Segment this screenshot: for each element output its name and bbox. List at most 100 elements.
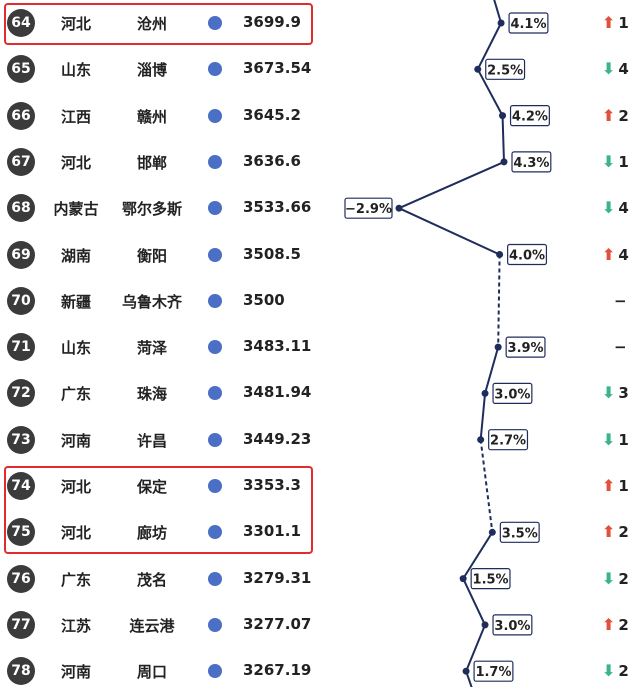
table-row: 71 山东 菏泽 3483.11 − [0, 326, 640, 372]
gdp-value: 3645.2 [243, 105, 301, 124]
rank-badge: 67 [7, 147, 35, 176]
gdp-value: 3673.54 [243, 59, 312, 78]
gdp-marker-dot [208, 201, 222, 216]
growth-point [474, 65, 482, 73]
province-label: 江西 [60, 107, 91, 126]
city-label: 邯郸 [136, 153, 167, 172]
province-label: 河北 [60, 15, 91, 33]
growth-line-segment [465, 670, 473, 687]
rank-change: − [614, 291, 640, 311]
rank-badge: 65 [7, 55, 35, 84]
gdp-marker-dot [208, 432, 222, 447]
gdp-marker-dot [208, 16, 222, 30]
arrow-up-icon: ⬆ [602, 105, 616, 125]
growth-label: 2.5% [485, 58, 526, 80]
rank-change-value: 2 [618, 662, 629, 681]
growth-line-segment [484, 346, 500, 394]
rank-change-value: 2 [618, 569, 629, 588]
growth-label-box [499, 521, 540, 543]
arrow-down-icon: ⬇ [602, 198, 616, 218]
gdp-value: 3301.1 [243, 522, 301, 541]
table-row: 67 河北 邯郸 3636.6 ⬇ 1 [0, 141, 640, 187]
growth-point [459, 575, 467, 583]
growth-label-box [509, 104, 550, 127]
gdp-marker-dot [208, 340, 222, 355]
gdp-value: 3279.31 [243, 568, 312, 587]
rank-badge: 71 [7, 333, 35, 362]
table-row: 74 河北 保定 3353.3 ⬆ 1 [0, 465, 640, 511]
city-label: 珠海 [136, 385, 167, 404]
rank-change-value: 2 [618, 615, 629, 634]
rank-change: ⬆ 2 [602, 522, 632, 542]
city-label: 廊坊 [136, 524, 167, 543]
growth-label: 4.0% [507, 243, 548, 266]
growth-label-box [488, 429, 529, 451]
gdp-marker-dot [208, 62, 222, 77]
growth-label-box [492, 382, 533, 404]
rank-change: ⬇ 2 [602, 569, 632, 589]
growth-label: 4.1% [508, 12, 549, 34]
highlight-box [4, 3, 313, 45]
city-label: 许昌 [136, 431, 167, 450]
province-label: 江苏 [60, 616, 91, 635]
arrow-up-icon: ⬆ [602, 244, 616, 264]
rank-badge: 64 [7, 9, 35, 37]
rank-badge: 78 [7, 657, 35, 686]
gdp-value: 3449.23 [243, 429, 312, 448]
gdp-marker-dot [208, 571, 222, 586]
growth-label-text: 3.5% [502, 526, 538, 541]
rank-change-value: 1 [618, 477, 629, 495]
table-row: 73 河南 许昌 3449.23 ⬇ 1 [0, 419, 640, 465]
rank-change: ⬆ 2 [602, 615, 632, 635]
growth-label-box [511, 151, 552, 173]
growth-point [496, 251, 504, 258]
growth-label-text: 3.0% [494, 619, 530, 634]
city-label: 连云港 [129, 616, 175, 635]
gdp-marker-dot [208, 108, 222, 123]
table-row: 76 广东 茂名 3279.31 ⬇ 2 [0, 558, 640, 604]
table-row: 69 湖南 衡阳 3508.5 ⬆ 4 [0, 234, 640, 280]
rank-change-value: 4 [618, 199, 629, 218]
growth-label-text: 1.5% [473, 573, 509, 588]
rank-change-value: 4 [618, 60, 629, 79]
city-label: 鄂尔多斯 [121, 200, 182, 219]
growth-label: 2.7% [488, 429, 529, 451]
rank-change: ⬇ 4 [602, 198, 632, 218]
arrow-down-icon: ⬇ [602, 568, 616, 588]
rank-change: − [614, 337, 640, 357]
growth-label-box [470, 567, 511, 590]
growth-label: 3.9% [505, 336, 546, 358]
arrow-up-icon: ⬆ [602, 614, 616, 634]
rank-badge: 72 [7, 379, 35, 408]
gdp-marker-dot [208, 617, 222, 632]
province-label: 内蒙古 [53, 200, 99, 219]
gdp-marker-dot [208, 293, 222, 308]
growth-line-segment [493, 0, 503, 24]
growth-line-segment [462, 578, 486, 626]
rank-change: ⬇ 4 [602, 59, 632, 79]
province-label: 山东 [60, 339, 91, 358]
growth-label-box [508, 12, 549, 34]
growth-label: 3.5% [499, 521, 540, 543]
city-label: 沧州 [136, 15, 167, 33]
gdp-value: 3277.07 [243, 614, 312, 633]
growth-point [488, 528, 496, 536]
gdp-marker-dot [208, 525, 222, 540]
gdp-marker-dot [208, 386, 222, 401]
arrow-down-icon: ⬇ [602, 151, 616, 171]
gdp-marker-dot [208, 479, 222, 493]
growth-point [481, 621, 489, 629]
rank-change-value: 2 [618, 523, 629, 542]
growth-point [494, 343, 502, 351]
city-label: 菏泽 [136, 339, 167, 358]
city-label: 赣州 [136, 107, 167, 126]
table-row: 64 河北 沧州 3699.9 ⬆ 1 [0, 2, 640, 48]
gdp-value: 3353.3 [243, 476, 301, 494]
growth-label-text: 1.7% [475, 665, 511, 680]
gdp-value: 3500 [243, 290, 285, 309]
rank-change: ⬆ 1 [602, 476, 632, 496]
growth-line-segment [462, 531, 494, 580]
gdp-marker-dot [208, 154, 222, 169]
arrow-up-icon: ⬆ [602, 13, 616, 32]
